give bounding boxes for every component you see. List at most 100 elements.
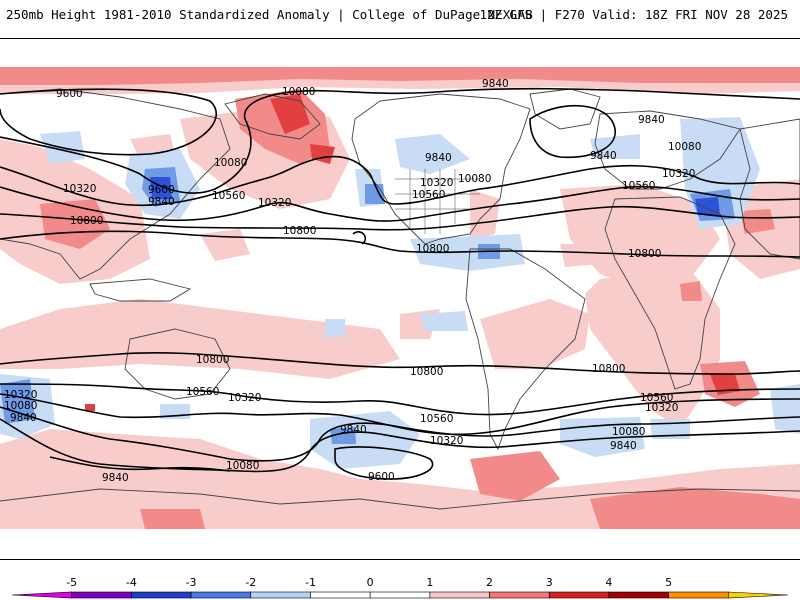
colorbar-tick-label: 2 <box>486 576 494 589</box>
contour-label: 10800 <box>410 366 443 378</box>
greenland-outline <box>529 88 601 130</box>
contour-label: 9840 <box>610 440 637 452</box>
contour-10320-sh <box>0 393 800 436</box>
contour-9840-sh-low <box>49 456 231 472</box>
contour-label: 9600 <box>148 184 175 196</box>
colorbar-segment <box>608 591 669 599</box>
contour-label: 10320 <box>63 183 96 195</box>
contour-hole-eu <box>529 104 616 159</box>
contour-label: 10320 <box>662 168 695 180</box>
antarctica-outline <box>0 488 800 510</box>
colorbar-segment <box>429 591 490 599</box>
contour-label: 9840 <box>148 196 175 208</box>
contour-label: 9840 <box>482 78 509 90</box>
contour-9600-nh <box>0 88 217 156</box>
map-panel: 9600 10080 9840 9840 10320 9600 9840 100… <box>0 38 800 560</box>
contour-label-layer: 9600 10080 9840 9840 10320 9600 9840 100… <box>4 78 701 484</box>
colorbar-segment <box>369 591 431 599</box>
contour-label: 10080 <box>668 141 701 153</box>
contour-9600-sh <box>334 446 434 480</box>
colorbar-tick-label: -2 <box>245 576 257 589</box>
negative-anomaly-3 <box>150 177 720 215</box>
indonesia-outline <box>89 278 192 302</box>
contour-label: 9600 <box>56 88 83 100</box>
australia-outline <box>124 328 231 400</box>
colorbar-tick-label: 3 <box>545 576 553 589</box>
contour-9840-nh <box>0 87 800 194</box>
colorbar-segment <box>71 591 132 599</box>
contour-label: 10800 <box>283 225 316 237</box>
contour-label: 10320 <box>645 402 678 414</box>
colorbar-svg <box>11 591 789 599</box>
colorbar-tick-label: 5 <box>665 576 673 589</box>
colorbar-segments <box>11 591 789 599</box>
colorbar-segment <box>250 591 311 599</box>
colorbar-segment <box>190 591 252 599</box>
positive-anomaly-3 <box>85 94 740 411</box>
contour-10800-sh <box>0 351 800 375</box>
colorbar: -5 -4 -3 -2 -1 0 1 2 3 4 5 <box>0 570 800 600</box>
contour-10080-sh <box>0 406 800 462</box>
colorbar-tick-label: -5 <box>66 576 78 589</box>
contour-label: 9840 <box>590 150 617 162</box>
contour-label: 10320 <box>420 177 453 189</box>
africa-outline <box>604 196 736 390</box>
contour-label: 9840 <box>425 152 452 164</box>
colorbar-segment <box>548 591 610 599</box>
contour-label: 10080 <box>226 460 259 472</box>
contour-label: 10560 <box>640 392 673 404</box>
contour-label: 9600 <box>368 471 395 483</box>
contour-label: 10080 <box>612 426 645 438</box>
contour-label: 10080 <box>214 157 247 169</box>
contour-label: 10800 <box>628 248 661 260</box>
contour-label: 10320 <box>228 392 261 404</box>
run-info: 12Z GFS | F270 Valid: 18Z FRI NOV 28 202… <box>479 7 788 22</box>
colorbar-segment <box>310 591 371 599</box>
map-title: 250mb Height 1981-2010 Standardized Anom… <box>6 7 533 22</box>
contour-label: 10560 <box>412 189 445 201</box>
europe-outline <box>594 110 741 190</box>
contour-label: 10320 <box>258 197 291 209</box>
colorbar-segment <box>489 591 550 599</box>
contour-10320-nh <box>0 185 800 222</box>
asia-east-outline <box>739 118 800 260</box>
contour-label: 10320 <box>430 435 463 447</box>
colorbar-segment <box>728 591 789 599</box>
colorbar-tick-label: 4 <box>605 576 613 589</box>
contour-label: 10560 <box>420 413 453 425</box>
contour-label: 10080 <box>282 86 315 98</box>
contour-label: 10800 <box>70 215 103 227</box>
map-svg: 9600 10080 9840 9840 10320 9600 9840 100… <box>0 67 800 529</box>
colorbar-tick-label: -4 <box>125 576 137 589</box>
colorbar-tick-label: 0 <box>366 576 374 589</box>
colorbar-segment <box>668 591 729 599</box>
contour-10800-nh <box>0 230 800 258</box>
contour-label: 10560 <box>622 180 655 192</box>
header: 250mb Height 1981-2010 Standardized Anom… <box>0 0 800 36</box>
contour-label: 9840 <box>10 412 37 424</box>
contour-label: 10800 <box>416 243 449 255</box>
contour-label: 10560 <box>186 386 219 398</box>
colorbar-tick-label: -3 <box>185 576 197 589</box>
height-contours <box>0 87 800 480</box>
contour-label: 9840 <box>638 114 665 126</box>
colorbar-segment <box>11 591 72 599</box>
contour-label: 10560 <box>212 190 245 202</box>
contour-label: 10800 <box>196 354 229 366</box>
contour-hole-pac <box>352 231 367 245</box>
contour-label: 10320 <box>4 389 37 401</box>
colorbar-tick-label: 1 <box>426 576 434 589</box>
contour-label: 9840 <box>102 472 129 484</box>
colorbar-tick-label: -1 <box>304 576 316 589</box>
contour-label: 10080 <box>4 400 37 412</box>
contour-9840-sh <box>0 418 800 473</box>
colorbar-segment <box>131 591 192 599</box>
contour-label: 9840 <box>340 424 367 436</box>
contour-10080-nh <box>0 155 800 207</box>
contour-label: 10080 <box>458 173 491 185</box>
us-state-grid <box>395 169 480 234</box>
asia-outline <box>0 88 231 280</box>
contour-10560-nh <box>0 205 800 231</box>
north-america-outline <box>351 93 531 245</box>
contour-10560-sh <box>0 383 800 416</box>
